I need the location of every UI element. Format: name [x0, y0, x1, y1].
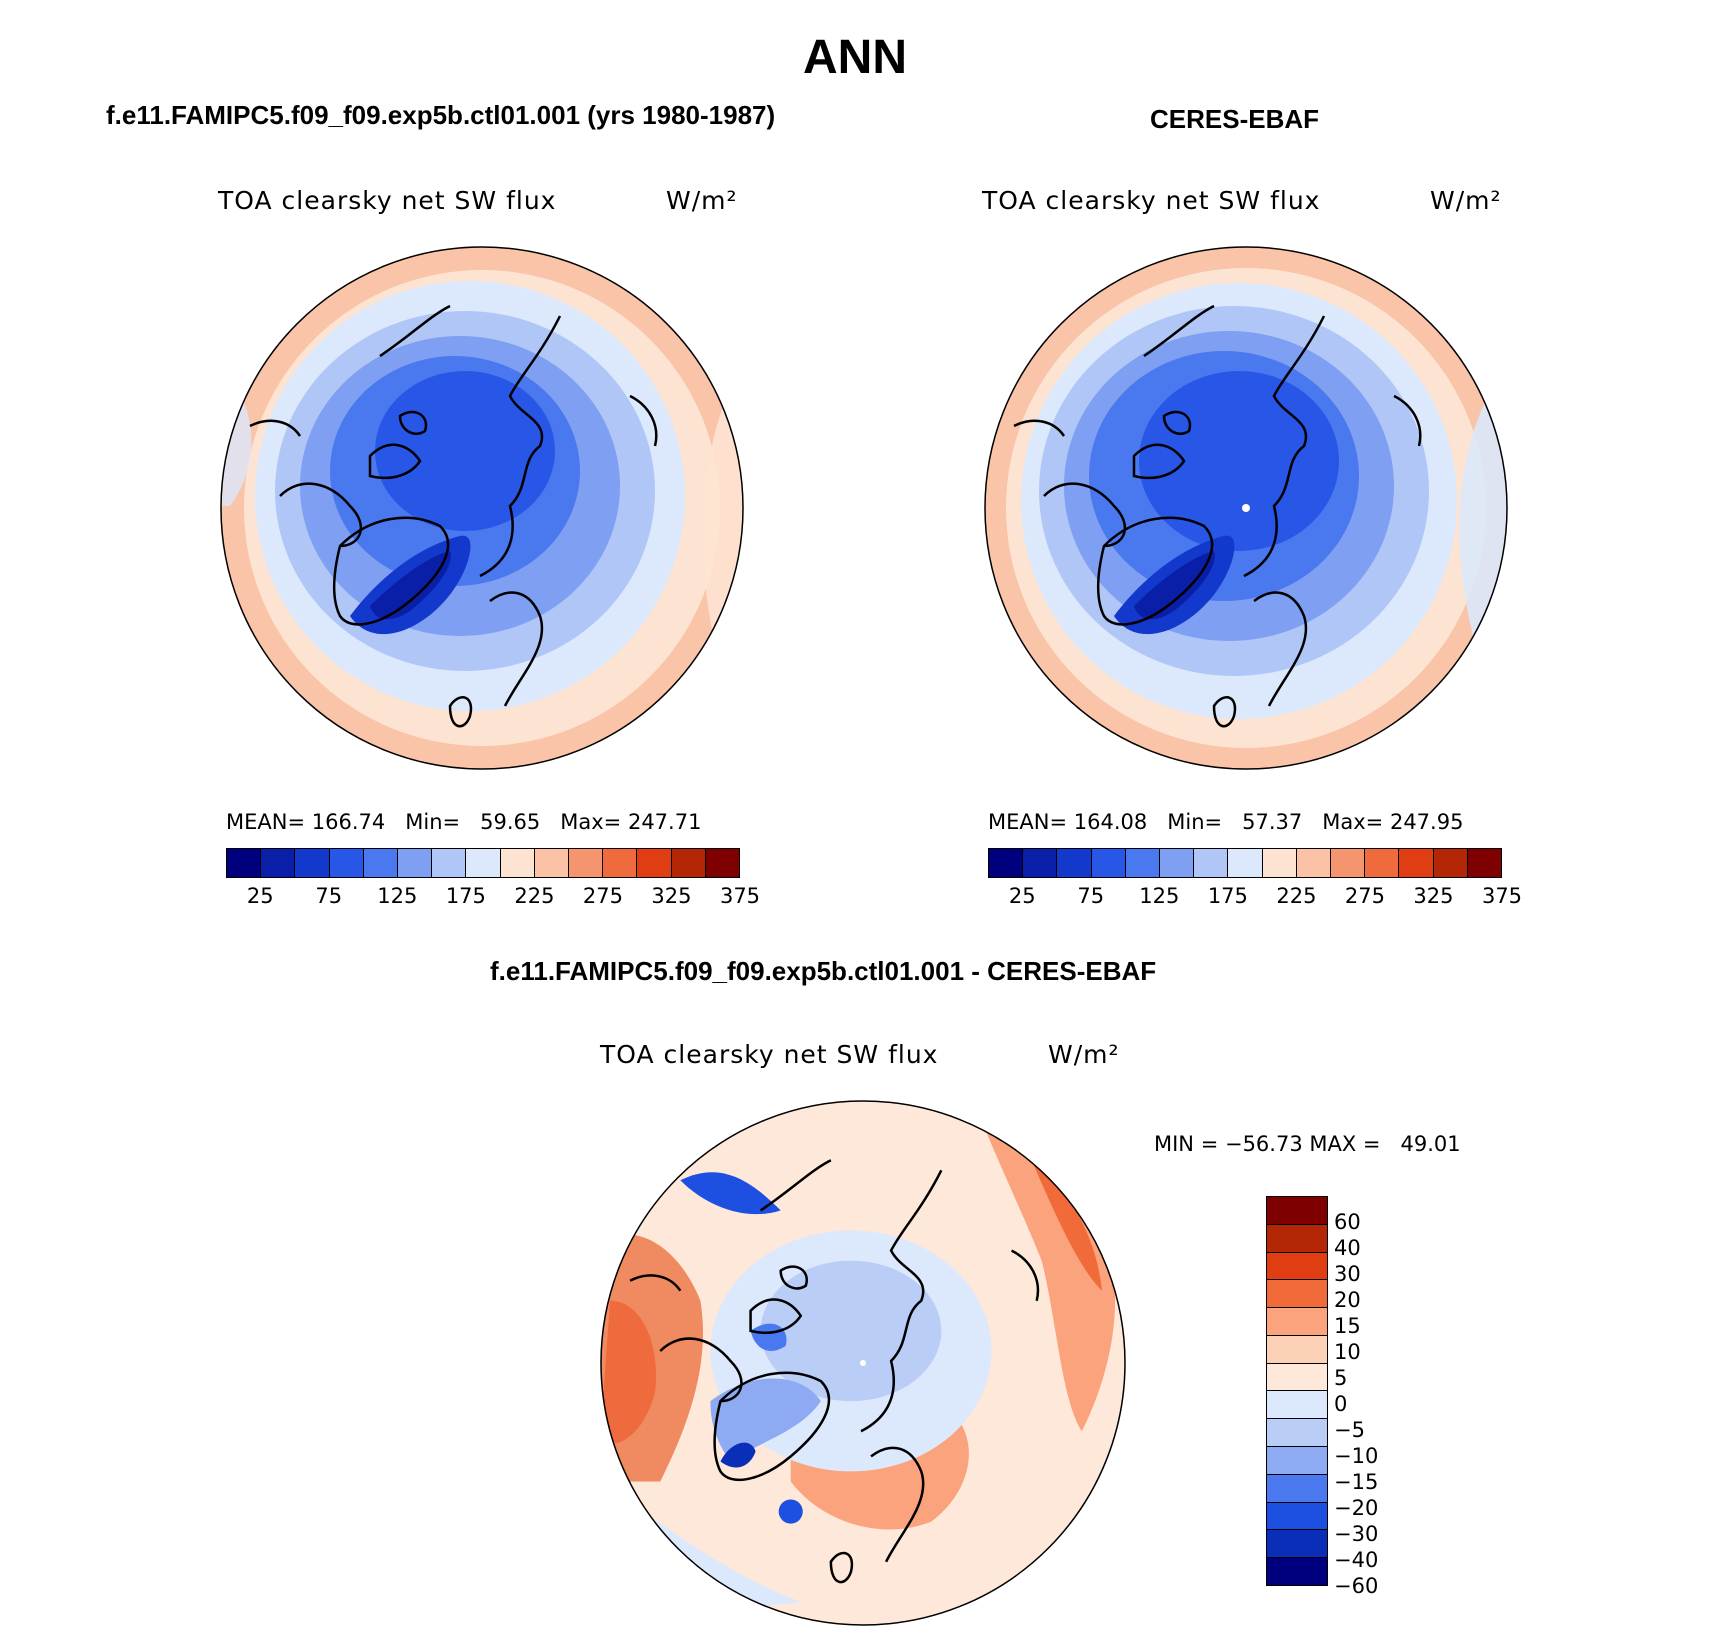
colorbar-swatch	[1399, 849, 1434, 877]
colorbar-swatch	[705, 849, 740, 877]
colorbar-swatch	[295, 849, 330, 877]
colorbar-tick-label: −30	[1334, 1522, 1379, 1546]
colorbar-swatch	[363, 849, 399, 877]
panel-2-units-label: W/m²	[1430, 186, 1502, 215]
colorbar-swatch	[1262, 849, 1297, 877]
panel-2-case-title: CERES-EBAF	[1150, 104, 1320, 134]
colorbar-swatch	[1267, 1530, 1327, 1559]
panel-2-variable-label: TOA clearsky net SW flux	[982, 186, 1321, 215]
colorbar-tick-label: 125	[377, 884, 418, 908]
colorbar-swatch	[1194, 849, 1229, 877]
colorbar-swatch	[1267, 1502, 1327, 1531]
colorbar-swatch	[1267, 1558, 1327, 1585]
colorbar-swatch	[1267, 1419, 1327, 1448]
panel-1-polar-map	[220, 246, 744, 770]
colorbar-tick-label: −5	[1334, 1418, 1365, 1442]
colorbar-tick-label: 20	[1334, 1288, 1361, 1312]
colorbar-tick-label: 225	[514, 884, 555, 908]
colorbar-swatch	[534, 849, 570, 877]
colorbar-swatch	[1091, 849, 1126, 877]
colorbar-swatch	[1267, 1335, 1327, 1364]
colorbar-swatch	[569, 849, 604, 877]
colorbar-tick-label: 40	[1334, 1236, 1361, 1260]
colorbar-tick-label: 175	[1207, 884, 1248, 908]
colorbar-swatch	[1365, 849, 1400, 877]
colorbar-tick-label: 325	[651, 884, 692, 908]
colorbar-tick-label: 15	[1334, 1314, 1361, 1338]
colorbar-swatch	[1331, 849, 1366, 877]
panel-2-polar-map	[984, 246, 1508, 770]
colorbar-swatch	[1467, 849, 1502, 877]
colorbar-tick-label: −20	[1334, 1496, 1379, 1520]
panel-1-colorbar-labels: 25 75 125 175 225 275 325 375	[226, 884, 760, 910]
colorbar-swatch	[1228, 849, 1263, 877]
colorbar-tick-label: 275	[1344, 884, 1385, 908]
colorbar-tick-label: 25	[246, 884, 274, 908]
colorbar-tick-label: 30	[1334, 1262, 1361, 1286]
colorbar-tick-label: 125	[1139, 884, 1180, 908]
colorbar-tick-label: −10	[1334, 1444, 1379, 1468]
colorbar-swatch	[1267, 1252, 1327, 1281]
colorbar-tick-label: 5	[1334, 1366, 1348, 1390]
colorbar-swatch	[1267, 1197, 1327, 1225]
colorbar-swatch	[1267, 1363, 1327, 1392]
colorbar-swatch	[989, 849, 1024, 877]
colorbar-tick-label: 60	[1334, 1210, 1361, 1234]
colorbar-swatch	[398, 849, 433, 877]
colorbar-swatch	[432, 849, 467, 877]
colorbar-tick-label: 175	[445, 884, 486, 908]
colorbar-tick-label: −40	[1334, 1548, 1379, 1572]
panel-3-polar-map	[600, 1100, 1126, 1626]
panel-2-colorbar-labels: 25 75 125 175 225 275 325 375	[988, 884, 1522, 910]
colorbar-swatch	[1433, 849, 1468, 877]
panel-1-units-label: W/m²	[666, 186, 738, 215]
colorbar-swatch	[1267, 1474, 1327, 1503]
panel-3-stats: MIN = −56.73 MAX = 49.01	[1154, 1132, 1461, 1156]
colorbar-tick-label: 325	[1413, 884, 1454, 908]
panel-3-variable-label: TOA clearsky net SW flux	[600, 1040, 939, 1069]
panel-3-colorbar-labels: 60 40 30 20 15 10 5 0 −5 −10 −15 −20 −30 −40 −60	[1334, 1196, 1414, 1598]
colorbar-swatch	[1023, 849, 1058, 877]
panel-3-case-title: f.e11.FAMIPC5.f09_f09.exp5b.ctl01.001 - …	[490, 956, 1157, 986]
panel-2-colorbar	[988, 848, 1502, 878]
panel-1-case-title: f.e11.FAMIPC5.f09_f09.exp5b.ctl01.001 (y…	[106, 100, 776, 130]
panel-1-stats: MEAN= 166.74 Min= 59.65 Max= 247.71	[226, 810, 702, 834]
colorbar-swatch	[466, 849, 501, 877]
colorbar-tick-label: −15	[1334, 1470, 1379, 1494]
colorbar-tick-label: 75	[1077, 884, 1105, 908]
panel-1-colorbar	[226, 848, 740, 878]
colorbar-tick-label: 0	[1334, 1392, 1348, 1416]
colorbar-swatch	[329, 849, 364, 877]
colorbar-swatch	[1267, 1447, 1327, 1475]
colorbar-tick-label: 375	[719, 884, 761, 908]
colorbar-tick-label: 225	[1276, 884, 1317, 908]
colorbar-tick-label: 10	[1334, 1340, 1361, 1364]
colorbar-tick-label: 375	[1481, 884, 1523, 908]
colorbar-swatch	[261, 849, 296, 877]
colorbar-swatch	[1125, 849, 1161, 877]
colorbar-swatch	[1267, 1224, 1327, 1253]
colorbar-swatch	[1267, 1391, 1327, 1420]
colorbar-swatch	[500, 849, 535, 877]
panel-2-stats: MEAN= 164.08 Min= 57.37 Max= 247.95	[988, 810, 1464, 834]
panel-1-variable-label: TOA clearsky net SW flux	[218, 186, 557, 215]
panel-3-colorbar	[1266, 1196, 1328, 1586]
colorbar-swatch	[637, 849, 672, 877]
colorbar-swatch	[1296, 849, 1332, 877]
colorbar-swatch	[227, 849, 262, 877]
colorbar-swatch	[1160, 849, 1195, 877]
colorbar-tick-label: −60	[1334, 1574, 1379, 1598]
colorbar-swatch	[671, 849, 706, 877]
colorbar-swatch	[603, 849, 638, 877]
colorbar-tick-label: 275	[582, 884, 623, 908]
colorbar-swatch	[1267, 1280, 1327, 1309]
colorbar-tick-label: 25	[1008, 884, 1036, 908]
colorbar-tick-label: 75	[315, 884, 343, 908]
colorbar-swatch	[1267, 1308, 1327, 1336]
page-title: ANN	[803, 31, 907, 84]
colorbar-swatch	[1057, 849, 1092, 877]
panel-3-units-label: W/m²	[1048, 1040, 1120, 1069]
